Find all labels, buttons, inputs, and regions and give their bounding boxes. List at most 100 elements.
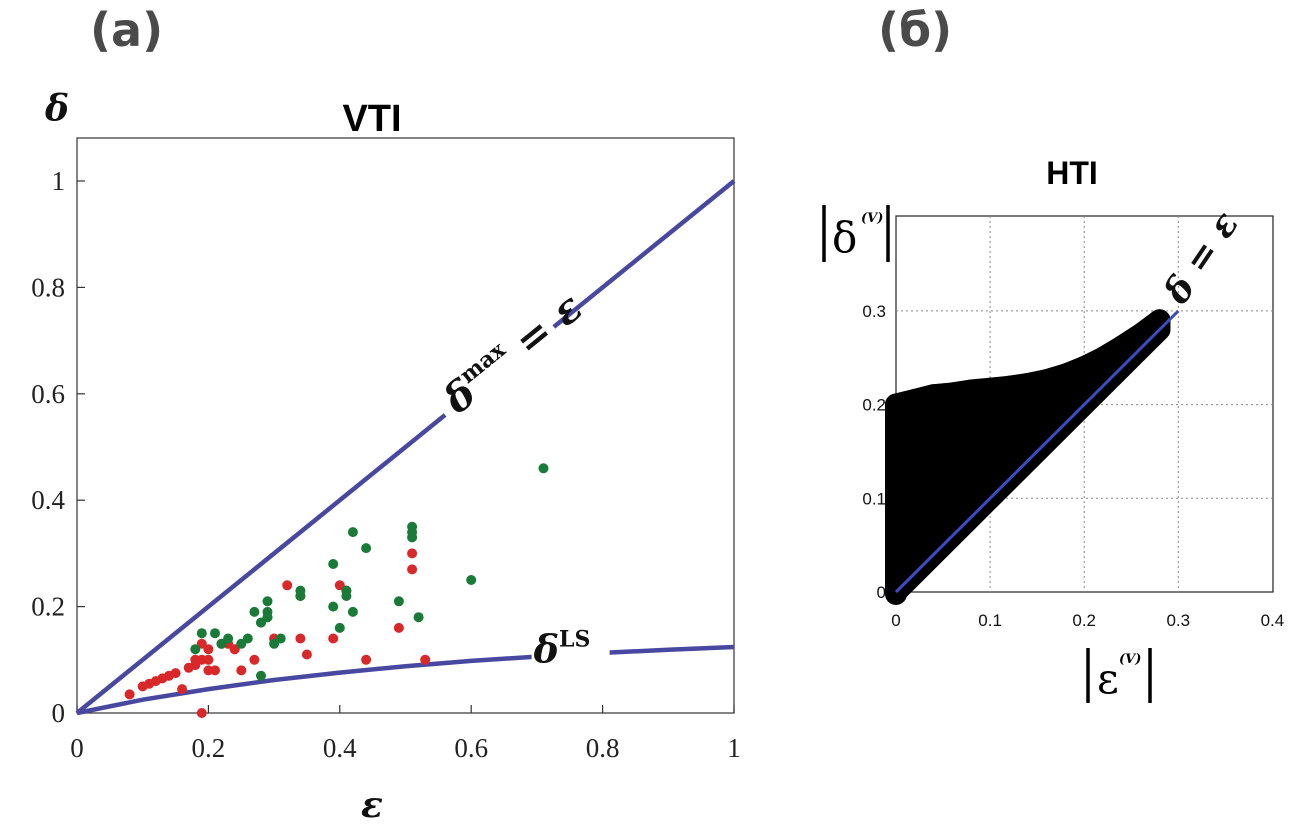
point-green: [466, 575, 477, 585]
point-green: [328, 559, 339, 569]
chart-hti-region-point: [1092, 346, 1114, 369]
chart-hti-xtick-label: 0.3: [1166, 611, 1190, 630]
chart-hti-ytick-label: 0: [877, 583, 886, 602]
point-green: [196, 628, 207, 639]
point-green: [223, 633, 234, 644]
chart-vti-ticks: 0 0.2 0.4 0.6 0.8 1 0 0.2 0.4 0.6 0.8 1: [31, 166, 741, 763]
point-green: [190, 644, 201, 655]
point-red: [420, 654, 431, 665]
point-red: [407, 548, 418, 559]
point-red: [177, 684, 188, 695]
chart-hti-xtick-label: 0: [891, 611, 900, 630]
point-red: [295, 633, 306, 644]
chart-hti-xtick-label: 0.4: [1261, 611, 1285, 630]
chart-vti-xtick-label: 0.2: [192, 733, 226, 763]
point-green: [413, 612, 424, 623]
chart-hti-region-point: [1129, 323, 1152, 346]
point-green: [249, 606, 260, 617]
chart-hti-line: [894, 309, 1180, 594]
chart-vti-xtick-label: 0.6: [454, 733, 488, 763]
chart-vti-xtick-label: 0: [70, 733, 84, 763]
chart-vti-ytick-label: 0: [52, 698, 66, 728]
point-red: [328, 633, 339, 644]
chart-vti-xtick-label: 1: [727, 733, 741, 763]
point-red: [203, 644, 214, 655]
point-red: [210, 665, 220, 676]
point-red: [393, 622, 404, 633]
chart-hti-ytick-label: 0.3: [862, 302, 886, 321]
chart-vti-ytick-label: 0.4: [31, 485, 65, 515]
chart-hti-region-point: [979, 377, 1002, 400]
point-green: [407, 532, 418, 543]
curve-delta-ls: [76, 644, 735, 716]
point-green: [393, 596, 404, 607]
point-green: [275, 633, 286, 644]
point-red: [203, 654, 214, 665]
chart-vti-xtick-label: 0.8: [586, 733, 620, 763]
point-green: [328, 601, 339, 612]
chart-vti-ytick-label: 0.2: [31, 592, 65, 622]
chart-vti-plot-frame: [76, 137, 735, 714]
point-green: [295, 585, 306, 596]
curve-delta-max-label: δmax = ε: [433, 283, 591, 424]
point-green: [334, 622, 345, 633]
point-red: [124, 689, 135, 700]
chart-hti-ytick-label: 0.2: [862, 396, 886, 415]
point-red: [236, 665, 247, 676]
point-red: [282, 580, 293, 591]
chart-hti-ylabel-sup: (V): [861, 211, 883, 226]
chart-hti-ytick-label: 0.1: [862, 489, 886, 508]
chart-hti-region-point: [885, 393, 907, 416]
chart-hti-xlabel-main: ε: [1097, 654, 1119, 703]
chart-hti-region: [885, 309, 1171, 605]
point-red: [249, 654, 260, 665]
chart-hti-region-point: [903, 388, 926, 411]
chart-hti-xtick-label: 0.1: [978, 611, 1002, 630]
chart-hti-ticks: 0 0.1 0.2 0.3 0.4 0 0.1 0.2 0.3: [862, 302, 1284, 630]
chart-hti-ylabel-main: δ: [832, 213, 857, 262]
chart-hti-region-point: [1035, 369, 1058, 392]
panel-label-b: (б): [878, 3, 952, 57]
point-green: [210, 628, 220, 639]
point-green: [262, 612, 273, 623]
chart-hti-xlabel: ε (V): [1086, 648, 1152, 703]
chart-hti-xtick-label: 0.2: [1072, 611, 1096, 630]
chart-hti-ylabel: δ (V): [822, 205, 890, 262]
curve-delta-max: [75, 179, 736, 715]
chart-vti-ytick-label: 1: [52, 166, 66, 196]
point-green: [262, 596, 273, 607]
chart-vti-title: VTI: [342, 98, 401, 140]
curve-delta-ls-label-bg: [531, 620, 610, 671]
point-green: [347, 527, 358, 538]
chart-hti-xlabel-sup: (V): [1119, 652, 1141, 667]
chart-hti: HTI 0 0.1 0.2 0.3 0.400.10.20.3 δ = ε δ (V) …: [822, 155, 1284, 703]
chart-hti-region-point: [922, 384, 945, 407]
chart-vti-points: [124, 463, 549, 718]
point-red: [196, 708, 207, 718]
chart-vti: VTI δ ε 0 0.2 0.4 0.6 0.8 1 0 0.2 0.4 0.6 0.8 1 δma…: [31, 88, 741, 826]
point-red: [301, 649, 312, 660]
chart-vti-ytick-label: 0.8: [31, 272, 65, 302]
curve-delta-ls-label: δLS: [533, 626, 591, 671]
point-green: [242, 633, 253, 644]
point-green: [256, 670, 266, 681]
point-red: [361, 654, 372, 665]
chart-vti-xtick-label: 0.4: [323, 733, 357, 763]
chart-hti-title: HTI: [1046, 155, 1098, 191]
chart-vti-curve-labels: δmax = ε δLS: [422, 283, 610, 671]
point-green: [341, 585, 352, 596]
chart-hti-region-point: [1110, 335, 1133, 358]
chart-vti-ytick-label: 0.6: [31, 379, 65, 409]
point-red: [170, 668, 181, 679]
chart-hti-region-point: [997, 375, 1020, 398]
point-red: [229, 644, 240, 655]
point-green: [538, 463, 549, 474]
chart-vti-curves: [75, 179, 736, 716]
point-red: [407, 564, 418, 575]
curve-delta-max-label-bg: [422, 299, 567, 431]
panel-label-a: (a): [90, 3, 163, 57]
chart-hti-line-delta-eq-eps: [894, 309, 1180, 594]
chart-hti-region-point: [1054, 363, 1077, 386]
point-green: [347, 606, 358, 617]
